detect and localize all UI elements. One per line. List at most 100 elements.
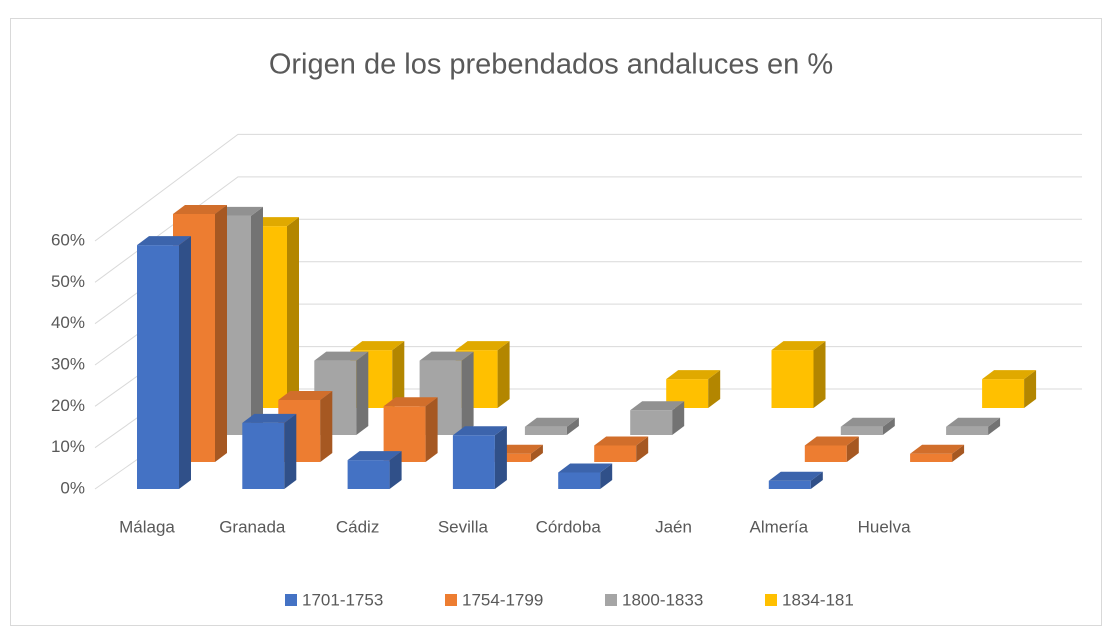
y-tick-label: 20% [51, 396, 85, 415]
y-tick-label: 40% [51, 313, 85, 332]
bar-front [452, 435, 495, 489]
bar-top [804, 436, 859, 446]
bar-side [988, 417, 1001, 435]
bar-top [558, 463, 613, 473]
y-tick-label: 50% [51, 272, 85, 291]
bar-side [636, 436, 649, 462]
bar-front [771, 350, 814, 408]
bar-top [137, 236, 191, 246]
bar [347, 451, 402, 489]
x-tick-label: Almería [750, 517, 809, 536]
legend-label: 1834-181 [782, 590, 854, 609]
bar-top [455, 341, 510, 351]
bar-top [383, 397, 438, 407]
y-tick-label: 60% [51, 230, 85, 249]
bar-side [600, 463, 613, 489]
bar-front [804, 445, 847, 462]
bar-side [672, 401, 685, 435]
bar-front [347, 460, 390, 489]
bar-top [946, 417, 1001, 427]
bar-side [179, 236, 191, 489]
bar-front [594, 445, 637, 462]
bar-side [497, 341, 510, 408]
bar-side [251, 206, 263, 435]
bar-front [910, 453, 953, 462]
bar-top [314, 351, 369, 361]
bar-top [524, 417, 579, 427]
bar-side [530, 444, 543, 462]
legend-swatch [765, 594, 777, 606]
bar-front [630, 410, 673, 435]
bar-top [419, 351, 474, 361]
bar-side [425, 397, 438, 462]
bar-front [383, 406, 426, 462]
legend-label: 1800-1833 [622, 590, 703, 609]
bar-top [771, 341, 826, 351]
bar-side [708, 370, 721, 408]
legend-swatch [605, 594, 617, 606]
legend-label: 1701-1753 [302, 590, 383, 609]
bar-front [242, 422, 285, 489]
bar-side [461, 351, 474, 435]
bar-side [952, 444, 965, 462]
bar-front [558, 472, 601, 489]
bar [452, 426, 507, 489]
bar-side [356, 351, 369, 435]
bar-side [566, 417, 579, 435]
bar-front [768, 480, 811, 489]
bar [666, 370, 721, 408]
bar [314, 351, 369, 435]
bar-side [284, 413, 297, 489]
bar-top [840, 417, 895, 427]
bar-side [882, 417, 895, 435]
bar-top [350, 341, 405, 351]
bar [242, 413, 297, 489]
legend-swatch [285, 594, 297, 606]
bar [771, 341, 826, 408]
x-tick-label: Sevilla [438, 517, 489, 536]
legend-label: 1754-1799 [462, 590, 543, 609]
bar-side [287, 217, 299, 408]
y-tick-label: 10% [51, 437, 85, 456]
bar [768, 471, 823, 489]
y-tick-label: 0% [60, 478, 85, 497]
bar [982, 370, 1037, 408]
x-tick-label: Málaga [119, 517, 175, 536]
bar-top [768, 471, 823, 481]
x-tick-label: Huelva [858, 517, 911, 536]
bar-front [666, 379, 709, 408]
bar-top [594, 436, 649, 446]
bar [840, 417, 895, 435]
y-tick-label: 30% [51, 354, 85, 373]
bar-top [666, 370, 721, 380]
bar-side [846, 436, 859, 462]
bar [383, 397, 438, 462]
bar [910, 444, 965, 462]
bar-side [813, 341, 826, 408]
x-tick-label: Jaén [655, 517, 692, 536]
bar-front [982, 379, 1025, 408]
bar [558, 463, 613, 489]
bar-top [173, 205, 227, 214]
bar-top [242, 413, 297, 423]
bar-top [630, 401, 685, 411]
x-tick-label: Córdoba [536, 517, 602, 536]
bar-side [320, 391, 333, 462]
bar-front [840, 426, 883, 435]
bar-top [347, 451, 402, 461]
bar-top [910, 444, 965, 454]
bar-side [392, 341, 405, 408]
bar [630, 401, 685, 435]
bar-top [278, 391, 333, 400]
bar-top [452, 426, 507, 436]
bar-side [494, 426, 507, 489]
x-tick-label: Granada [219, 517, 286, 536]
bar [946, 417, 1001, 435]
bar [524, 417, 579, 435]
bar-front [524, 426, 567, 435]
chart-title: Origen de los prebendados andaluces en % [269, 49, 833, 81]
bar [137, 236, 191, 489]
bar-side [1024, 370, 1037, 408]
bar-side [810, 471, 823, 489]
